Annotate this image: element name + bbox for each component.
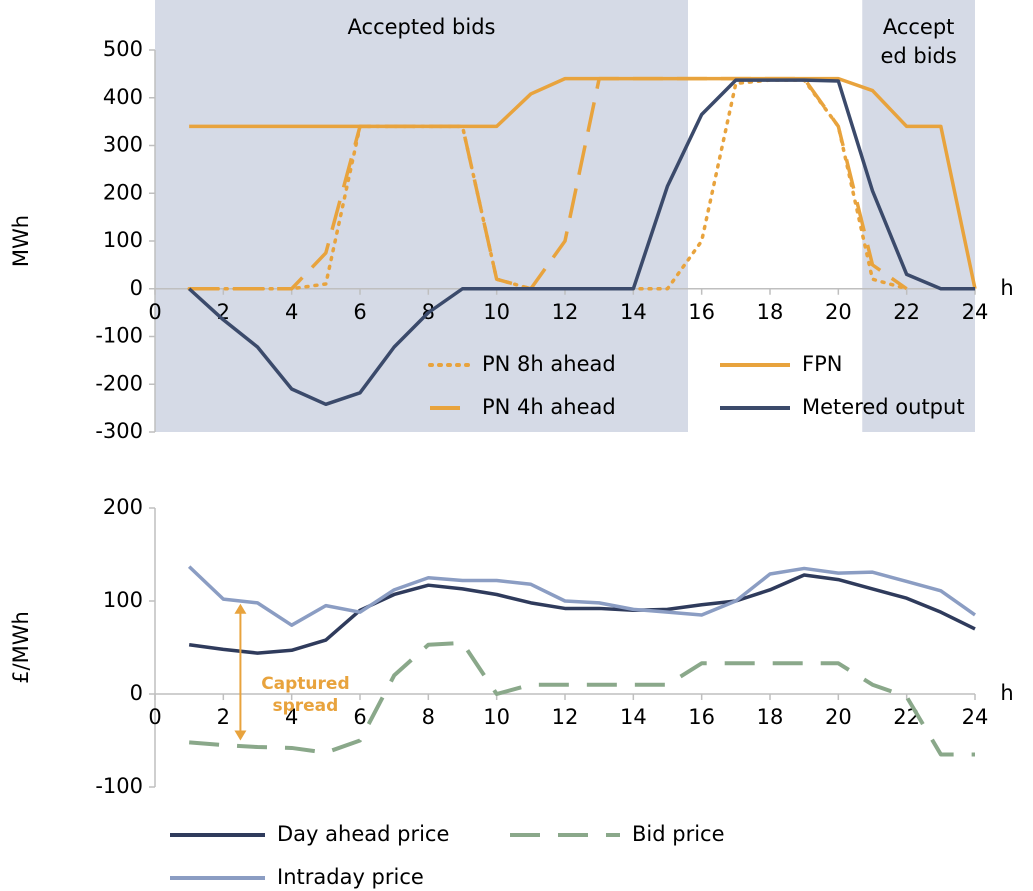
- x-tick-label: 18: [757, 300, 784, 324]
- y-axis-label: £/MWh: [9, 611, 33, 684]
- y-tick-label: 100: [103, 588, 143, 612]
- x-tick-label: 14: [620, 705, 647, 729]
- y-tick-label: 0: [130, 276, 143, 300]
- x-tick-label: 2: [217, 705, 230, 729]
- x-tick-label: 4: [285, 705, 298, 729]
- y-tick-label: 0: [130, 681, 143, 705]
- region-label: Accepted bids: [348, 15, 496, 39]
- x-axis-label: h: [1000, 276, 1013, 300]
- legend-label: Day ahead price: [277, 822, 449, 846]
- series-line: [187, 565, 977, 627]
- x-tick-label: 14: [620, 300, 647, 324]
- x-tick-label: 20: [825, 300, 852, 324]
- series-line: [189, 76, 977, 290]
- y-tick-label: -300: [95, 419, 143, 443]
- x-tick-label: 22: [893, 300, 920, 324]
- x-tick-label: 24: [962, 705, 989, 729]
- x-tick-label: 16: [688, 705, 715, 729]
- x-tick-label: 10: [483, 300, 510, 324]
- y-tick-label: 100: [103, 228, 143, 252]
- series-line: [188, 573, 976, 655]
- y-tick-label: -100: [95, 774, 143, 798]
- legend-label: Bid price: [632, 822, 725, 846]
- y-axis-label: MWh: [9, 215, 33, 267]
- legend-label: Intraday price: [277, 865, 424, 889]
- x-tick-label: 0: [148, 300, 161, 324]
- series-line: [189, 640, 975, 757]
- series-line: [187, 78, 975, 407]
- annotation-text: Captured: [261, 674, 349, 694]
- y-tick-label: 300: [103, 133, 143, 157]
- x-tick-label: 24: [962, 300, 989, 324]
- x-tick-label: 4: [285, 300, 298, 324]
- x-tick-label: 12: [552, 705, 579, 729]
- y-tick-label: -200: [95, 371, 143, 395]
- y-tick-label: 200: [103, 180, 143, 204]
- legend-label: Metered output: [802, 395, 965, 419]
- y-tick-label: 200: [103, 495, 143, 519]
- annotation-text: spread: [272, 696, 338, 716]
- region-label: Accept: [883, 15, 955, 39]
- x-tick-label: 6: [353, 705, 366, 729]
- y-tick-label: 500: [103, 37, 143, 61]
- legend-label: FPN: [802, 352, 842, 376]
- shaded-region: [155, 0, 688, 432]
- y-tick-label: -100: [95, 324, 143, 348]
- x-tick-label: 6: [353, 300, 366, 324]
- x-tick-label: 12: [552, 300, 579, 324]
- x-tick-label: 8: [422, 705, 435, 729]
- region-label: ed bids: [880, 44, 956, 68]
- legend-label: PN 8h ahead: [482, 352, 616, 376]
- y-tick-label: 400: [103, 85, 143, 109]
- x-tick-label: 10: [483, 705, 510, 729]
- x-axis-label: h: [1000, 681, 1013, 705]
- x-tick-label: 16: [688, 300, 715, 324]
- x-tick-label: 22: [893, 705, 920, 729]
- x-tick-label: 20: [825, 705, 852, 729]
- legend-label: PN 4h ahead: [482, 395, 616, 419]
- x-tick-label: 18: [757, 705, 784, 729]
- x-tick-label: 0: [148, 705, 161, 729]
